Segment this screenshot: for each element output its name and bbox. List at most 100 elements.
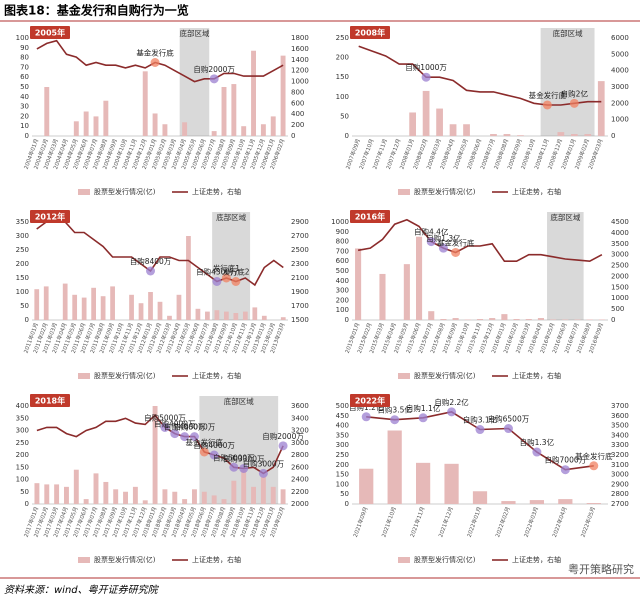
panel-tag [30,394,70,407]
bar [113,489,119,504]
y2-tick-label: 2000 [611,272,629,280]
bar [280,317,286,320]
bar [416,236,423,320]
annotation: 发行底1 [213,263,240,273]
y-tick-label: 100 [336,306,349,314]
bar [490,134,497,136]
bar [517,135,524,136]
annotation-point [189,432,199,442]
bar [103,100,109,136]
bar [387,430,402,504]
bar [252,307,258,320]
y-tick-label: 800 [336,238,349,246]
y2-tick-label: 2400 [291,476,309,484]
legend-label: 股票型发行情况(亿) [414,187,476,196]
bar [501,314,508,320]
y2-tick-label: 1400 [291,56,309,64]
y-tick-label: 50 [20,83,29,91]
y-tick-label: 0 [25,316,29,324]
y2-tick-label: 5000 [611,50,629,58]
bar [54,484,60,504]
y2-tick-label: 2900 [291,218,309,226]
bar [242,311,248,320]
bar [444,463,459,504]
bar [83,111,89,136]
y2-tick-label: 1200 [291,67,309,75]
bar [597,81,605,136]
y-tick-label: 350 [16,218,29,226]
y2-tick-label: 2000 [291,500,309,508]
annotation: 自购2000万 [262,431,304,441]
annotation-point [209,74,219,84]
annotation-point [361,412,371,422]
x-tick-label: 2022年02月 [493,505,511,538]
legend-label: 股票型发行情况(亿) [94,371,156,380]
bar [152,406,158,504]
y2-tick-label: 2300 [291,260,309,268]
bar [280,489,286,504]
annotation: 自购3000万 [174,422,216,432]
bar [529,500,544,504]
bar [192,489,197,504]
y2-tick-label: 1500 [291,316,309,324]
legend-label: 上证走势，右轴 [512,555,561,564]
y2-tick-label: 500 [611,305,624,313]
bar [73,469,79,504]
annotation: 自购7000万 [545,455,587,465]
bar [142,71,148,136]
annotation: 自购6500万 [488,414,530,424]
annotation-point [231,277,241,286]
y2-tick-label: 200 [291,121,304,129]
bar [251,50,256,136]
bar [409,112,416,136]
y2-tick-label: 3500 [611,240,629,248]
bottom-zone-label: 底部区域 [553,28,583,38]
annotation-point [421,72,431,82]
annotation: 自购3000万 [243,458,285,468]
bar [260,477,266,504]
annotation: 自购4000万 [154,419,196,429]
y2-tick-label: 800 [291,88,304,96]
bar [221,499,227,504]
x-tick-label: 2021年09月 [351,505,369,538]
y-tick-label: 50 [20,302,29,310]
annotation: 自购1.1亿 [406,403,441,413]
y-tick-label: 300 [16,232,29,240]
y2-tick-label: 4000 [611,229,629,237]
panel-tag [350,394,390,407]
y-tick-label: 350 [16,414,29,422]
bar [44,87,50,136]
panel-tag [30,26,70,39]
bottom-zone-label: 底部区域 [216,212,246,222]
annotation-point [426,237,436,247]
bar [280,55,286,136]
annotation: 自购3.1亿 [463,415,498,425]
y-tick-label: 0 [25,500,29,508]
bar [513,319,520,320]
bar [176,294,182,320]
legend-swatch [78,373,90,379]
bar [44,484,50,504]
bar [142,500,148,504]
y2-tick-label: 2600 [291,463,309,471]
y-tick-label: 400 [16,402,29,410]
bar [182,499,188,504]
y-tick-label: 250 [336,34,349,42]
bar [503,134,511,136]
annotation: 自购2.2亿 [434,397,469,407]
annotation-point [180,432,190,442]
annotation: 自购4000万 [193,440,235,450]
bar [525,319,532,320]
y2-tick-label: 1700 [291,302,309,310]
y2-tick-label: 600 [291,99,304,107]
annotation-point [209,450,219,460]
bar [34,483,40,504]
annotation: 基金发行底 [186,437,224,447]
y-tick-label: 90 [20,44,29,52]
y2-tick-label: 1800 [291,34,309,42]
bar [129,294,134,320]
y-tick-label: 250 [16,439,29,447]
y-tick-label: 600 [336,257,349,265]
legend-label: 股票型发行情况(亿) [414,371,476,380]
x-tick-label: 2022年04月 [550,505,568,538]
